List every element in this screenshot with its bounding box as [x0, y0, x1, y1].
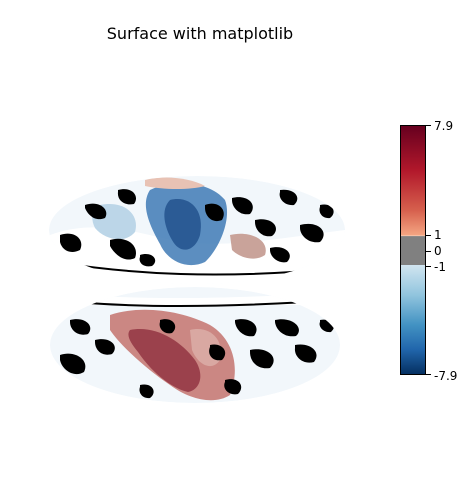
colorbar-tick: [426, 235, 431, 236]
figure-title: Surface with matplotlib: [106, 24, 294, 43]
colorbar-tick: [426, 374, 431, 375]
colorbar-tick-label: 7.9: [434, 119, 454, 133]
colorbar: [400, 125, 426, 375]
top-hemisphere: [49, 176, 345, 284]
colorbar-tick: [426, 266, 431, 267]
colorbar-tick-label: -1: [434, 260, 446, 274]
bottom-hemisphere: [50, 287, 340, 403]
colorbar-tick-label: -7.9: [434, 369, 458, 383]
colorbar-tick: [426, 251, 431, 252]
colorbar-tick: [426, 125, 431, 126]
colorbar-tick-label: 0: [434, 244, 442, 258]
colorbar-tick-label: 1: [434, 228, 442, 242]
